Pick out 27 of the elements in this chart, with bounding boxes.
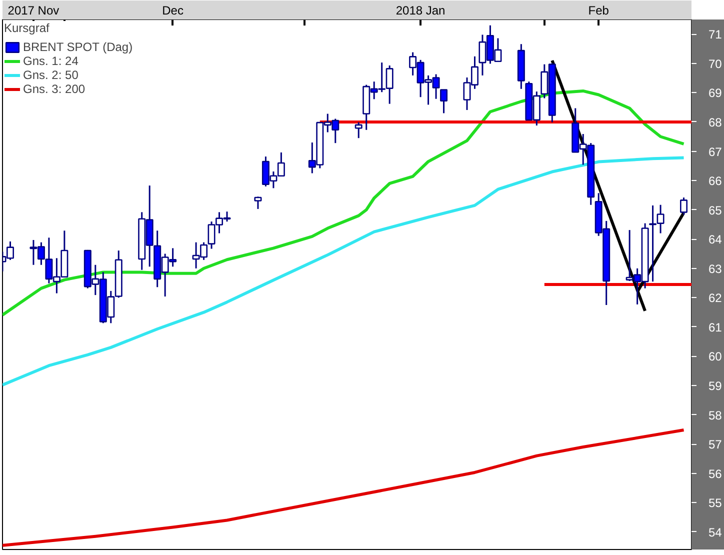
y-tick-label: 58 xyxy=(708,408,722,422)
x-tick-label: Dec xyxy=(162,4,184,18)
legend-label: Gns. 3: 200 xyxy=(23,82,86,96)
y-tick-label: 56 xyxy=(708,466,722,481)
y-tick-label: 65 xyxy=(708,203,722,218)
y-tick-label: 61 xyxy=(708,320,722,334)
y-tick-label: 59 xyxy=(708,379,722,394)
x-tick-label: Feb xyxy=(588,4,610,18)
legend-label: BRENT SPOT (Dag) xyxy=(23,40,133,54)
y-tick-label: 57 xyxy=(708,438,722,452)
y-tick-label: 68 xyxy=(708,115,722,130)
y-tick-label: 62 xyxy=(708,291,722,306)
y-tick-label: 71 xyxy=(708,28,722,42)
y-tick-label: 67 xyxy=(708,144,722,159)
legend-title: Kursgraf xyxy=(4,21,50,35)
x-tick-label: 2018 Jan xyxy=(396,4,446,18)
y-tick-label: 63 xyxy=(708,262,722,276)
legend-label: Gns. 2: 50 xyxy=(23,68,78,82)
y-tick-label: 54 xyxy=(708,525,722,540)
y-tick-label: 55 xyxy=(708,496,722,510)
y-tick-label: 60 xyxy=(708,350,722,364)
x-tick-label: 2017 Nov xyxy=(8,4,60,18)
y-tick-label: 70 xyxy=(708,56,722,71)
y-tick-label: 69 xyxy=(708,86,722,100)
legend-label: Gns. 1: 24 xyxy=(23,54,78,68)
y-tick-label: 66 xyxy=(708,174,722,188)
y-tick-label: 64 xyxy=(708,232,722,247)
